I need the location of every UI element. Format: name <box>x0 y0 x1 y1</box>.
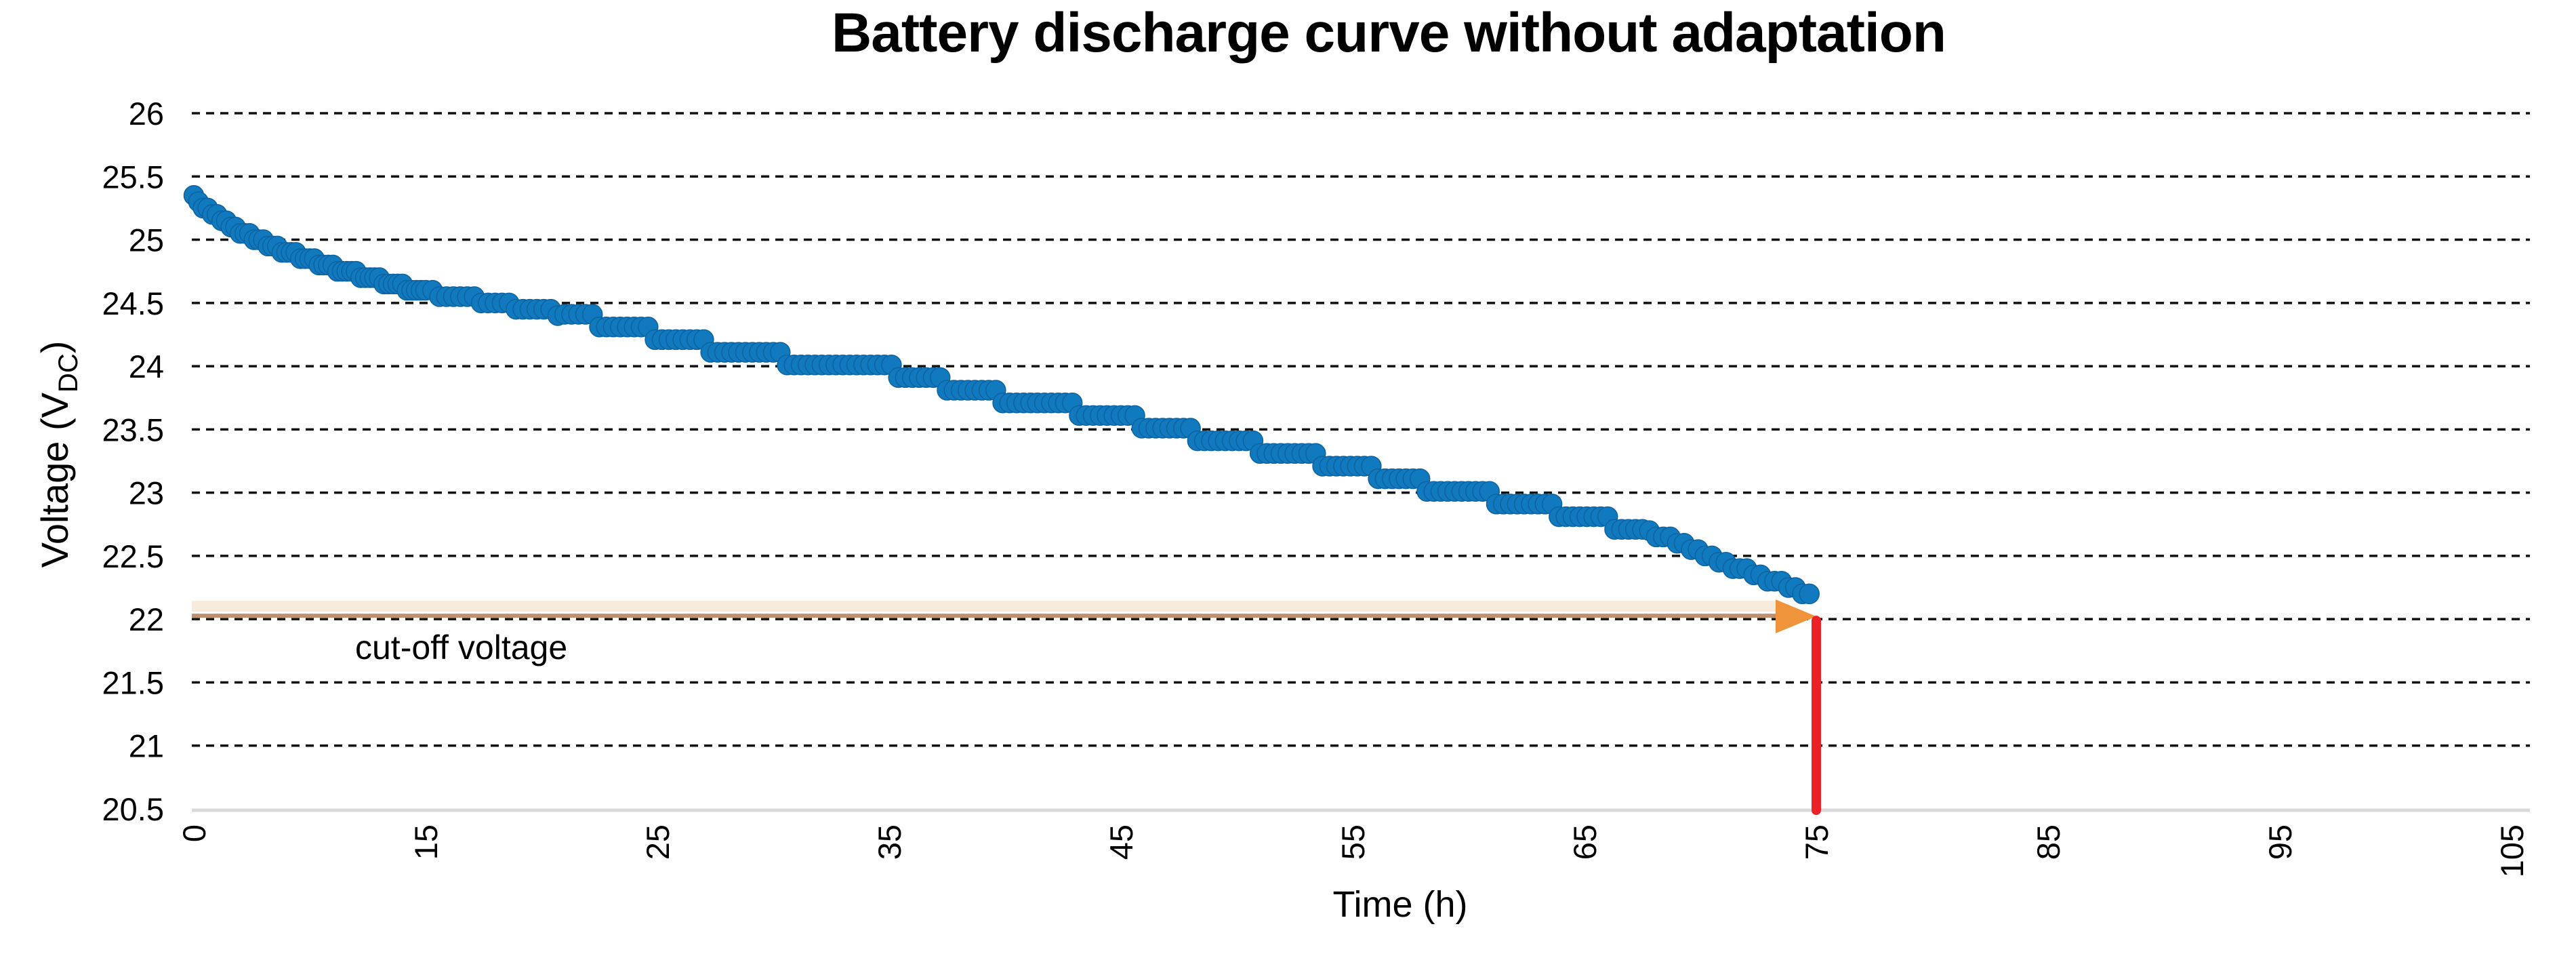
y-tick-label: 23.5 <box>102 412 164 447</box>
x-tick-label: 65 <box>1567 824 1603 860</box>
x-tick-label: 55 <box>1335 824 1371 860</box>
x-tick-label: 75 <box>1799 824 1835 860</box>
y-tick-label: 25 <box>129 222 164 258</box>
x-tick-label: 35 <box>872 824 907 860</box>
x-tick-label: 105 <box>2494 824 2530 877</box>
y-tick-label: 23 <box>129 475 164 511</box>
y-tick-label: 20.5 <box>102 791 164 827</box>
x-tick-label: 95 <box>2262 824 2298 860</box>
cutoff-voltage-label: cut-off voltage <box>355 629 567 666</box>
x-tick-label: 15 <box>408 824 444 860</box>
y-axis-title: Voltage (VDC) <box>33 341 83 568</box>
y-tick-label: 24.5 <box>102 285 164 321</box>
x-tick-label: 85 <box>2030 824 2066 860</box>
x-tick-label: 25 <box>640 824 676 860</box>
y-tick-label: 24 <box>129 348 164 384</box>
x-tick-label: 0 <box>176 824 212 842</box>
y-tick-label: 22 <box>129 601 164 637</box>
y-tick-label: 26 <box>129 96 164 132</box>
cutoff-arrowhead <box>1776 599 1816 634</box>
horizontal-gridlines <box>192 112 2530 747</box>
y-axis-title-subscript: DC <box>54 353 83 393</box>
voltage-series-dots <box>183 185 1820 605</box>
y-tick-label: 21 <box>129 728 164 764</box>
y-tick-labels: 26 25.5 25 24.5 24 23.5 23 22.5 22 21.5 21 20.5 <box>102 96 164 827</box>
data-point <box>1799 583 1820 605</box>
x-tick-label: 45 <box>1103 824 1139 860</box>
y-axis-title-main: Voltage (V <box>33 392 76 567</box>
chart-title: Battery discharge curve without adaptati… <box>832 2 1946 64</box>
cutoff-arrow <box>192 599 1816 634</box>
y-tick-label: 25.5 <box>102 159 164 195</box>
x-axis-title: Time (h) <box>1333 884 1468 925</box>
x-tick-labels: 0 15 25 35 45 55 65 75 85 95 105 <box>176 824 2530 877</box>
y-axis-title-close: ) <box>33 341 76 354</box>
y-tick-label: 22.5 <box>102 538 164 574</box>
y-tick-label: 21.5 <box>102 664 164 700</box>
